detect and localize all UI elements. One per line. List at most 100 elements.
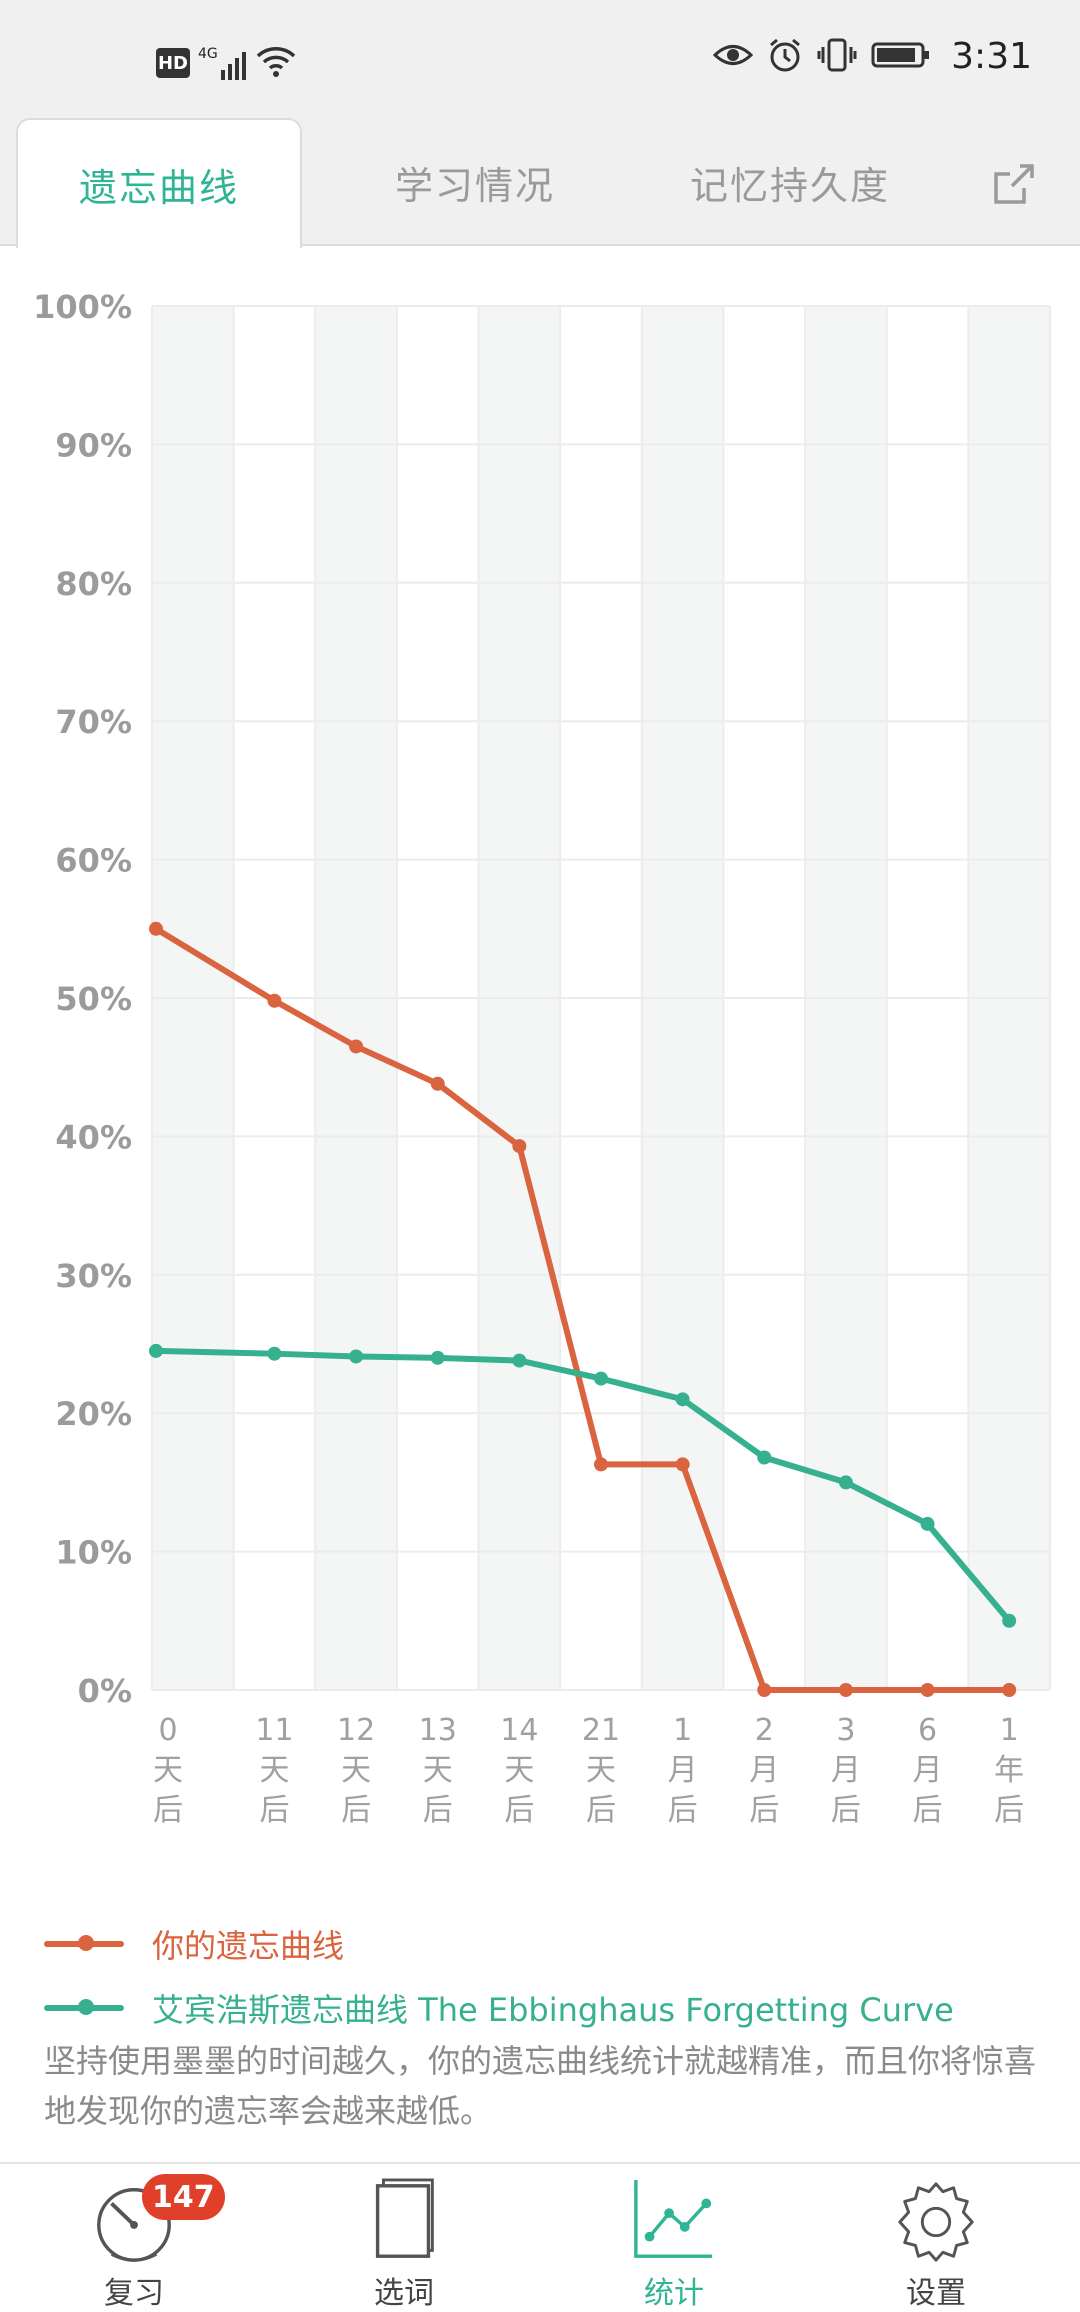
nav-label: 设置 <box>906 2276 966 2311</box>
data-point <box>675 1457 690 1472</box>
data-point <box>757 1450 772 1465</box>
data-point <box>757 1683 772 1697</box>
y-tick-label: 0% <box>78 1672 132 1710</box>
y-tick-label: 50% <box>55 980 132 1018</box>
x-tick-label: 天 <box>341 1753 371 1788</box>
nav-select-words[interactable]: 选词 <box>304 2164 504 2312</box>
chart-legend: 你的遗忘曲线 艾宾浩斯遗忘曲线 The Ebbinghaus Forgettin… <box>44 1912 1044 2040</box>
x-tick-label: 21 <box>582 1713 620 1748</box>
bottom-nav: 复习 147 选词 统计 设置 <box>0 2162 1080 2312</box>
vibrate-icon <box>817 37 857 77</box>
y-tick-label: 80% <box>55 565 132 603</box>
data-point <box>512 1139 527 1154</box>
x-tick-label: 6 <box>918 1713 937 1748</box>
signal-icon: 4G <box>198 46 246 80</box>
nav-label: 统计 <box>644 2276 704 2311</box>
x-tick-label: 后 <box>586 1793 616 1828</box>
x-tick-label: 后 <box>153 1793 183 1828</box>
nav-label: 选词 <box>374 2276 434 2311</box>
x-tick-label: 天 <box>423 1753 453 1788</box>
x-tick-label: 后 <box>994 1793 1024 1828</box>
data-point <box>594 1371 608 1386</box>
data-point <box>267 993 282 1008</box>
x-tick-label: 后 <box>831 1793 861 1828</box>
y-tick-label: 70% <box>55 703 132 741</box>
chart-icon <box>634 2179 713 2258</box>
x-tick-label: 月 <box>668 1753 698 1788</box>
x-tick-label: 后 <box>259 1793 289 1828</box>
x-tick-label: 1 <box>1000 1713 1019 1748</box>
tab-study-status[interactable]: 学习情况 <box>330 118 620 246</box>
x-tick-label: 13 <box>419 1713 457 1748</box>
forgetting-curve-chart: 100% 90% 80% 70% 60% 50% 40% 30% 20% 10% 0% 0 天后 11 天后… <box>0 250 1080 1850</box>
y-tick-label: 60% <box>55 842 132 880</box>
x-tick-label: 后 <box>913 1793 943 1828</box>
x-tick-label: 0 <box>158 1713 177 1748</box>
x-tick-label: 11 <box>255 1713 293 1748</box>
status-bar: HD 4G 3:31 <box>0 0 1080 118</box>
data-point <box>838 1475 853 1490</box>
x-tick-label: 1 <box>673 1713 692 1748</box>
y-tick-label: 30% <box>55 1257 132 1295</box>
nav-statistics[interactable]: 统计 <box>574 2164 774 2312</box>
data-point <box>149 1343 163 1358</box>
gauge-icon <box>97 2188 171 2262</box>
eye-icon <box>712 40 754 74</box>
legend-label: 艾宾浩斯遗忘曲线 The Ebbinghaus Forgetting Curve <box>152 1991 954 2029</box>
x-tick-label: 后 <box>668 1793 698 1828</box>
x-tick-label: 天 <box>586 1753 616 1788</box>
tab-forgetting-curve[interactable]: 遗忘曲线 <box>16 118 302 248</box>
data-point <box>1002 1683 1017 1697</box>
x-tick-label: 后 <box>504 1793 534 1828</box>
legend-item-ebbinghaus: 艾宾浩斯遗忘曲线 The Ebbinghaus Forgetting Curve <box>44 1976 1044 2040</box>
y-tick-label: 100% <box>33 288 132 326</box>
x-tick-label: 3 <box>836 1713 855 1748</box>
status-left: HD 4G <box>156 44 298 82</box>
share-icon[interactable] <box>990 160 1038 208</box>
x-tick-label: 12 <box>337 1713 375 1748</box>
nav-review[interactable]: 复习 147 <box>34 2164 234 2312</box>
clock: 3:31 <box>951 36 1032 77</box>
y-tick-label: 20% <box>55 1395 132 1433</box>
y-tick-label: 90% <box>55 426 132 464</box>
data-point <box>838 1683 853 1697</box>
x-tick-label: 天 <box>259 1753 289 1788</box>
alarm-icon <box>767 37 803 77</box>
x-tick-label: 天 <box>504 1753 534 1788</box>
tab-label: 记忆持久度 <box>689 163 890 208</box>
x-tick-label: 后 <box>341 1793 371 1828</box>
x-tick-label: 年 <box>994 1753 1024 1788</box>
data-point <box>594 1457 608 1472</box>
tab-memory-retention[interactable]: 记忆持久度 <box>640 118 940 246</box>
x-tick-label: 2 <box>755 1713 774 1748</box>
y-tick-label: 10% <box>55 1534 132 1572</box>
data-point <box>512 1353 527 1368</box>
data-point <box>430 1350 445 1365</box>
y-tick-label: 40% <box>55 1118 132 1156</box>
data-point <box>149 921 163 936</box>
legend-item-your-curve: 你的遗忘曲线 <box>44 1912 1044 1976</box>
legend-label: 你的遗忘曲线 <box>152 1927 345 1965</box>
tab-label: 遗忘曲线 <box>78 165 239 210</box>
data-point <box>349 1039 364 1054</box>
data-point <box>1002 1613 1017 1628</box>
top-tabs: 遗忘曲线 学习情况 记忆持久度 <box>0 118 1080 248</box>
chart-note: 坚持使用墨墨的时间越久，你的遗忘曲线统计就越精准，而且你将惊喜地发现你的遗忘率会… <box>44 2042 1037 2130</box>
gear-icon <box>898 2182 974 2262</box>
tab-label: 学习情况 <box>394 163 555 208</box>
x-tick-label: 后 <box>423 1793 453 1828</box>
nav-settings[interactable]: 设置 <box>836 2164 1036 2312</box>
data-point <box>675 1392 690 1407</box>
x-tick-label: 天 <box>153 1753 183 1788</box>
battery-icon <box>871 40 931 74</box>
x-tick-label: 后 <box>749 1793 779 1828</box>
data-point <box>349 1349 364 1364</box>
x-tick-label: 月 <box>831 1753 861 1788</box>
x-tick-label: 月 <box>749 1753 779 1788</box>
wifi-icon <box>254 44 298 82</box>
status-right: 3:31 <box>712 36 1032 77</box>
data-point <box>920 1516 935 1531</box>
chart-svg: 100%90%80%70%60%50%40%30%20%10%0%0天后11天后… <box>33 288 1051 1828</box>
legend-swatch <box>44 1999 124 2015</box>
x-tick-label: 月 <box>913 1753 943 1788</box>
